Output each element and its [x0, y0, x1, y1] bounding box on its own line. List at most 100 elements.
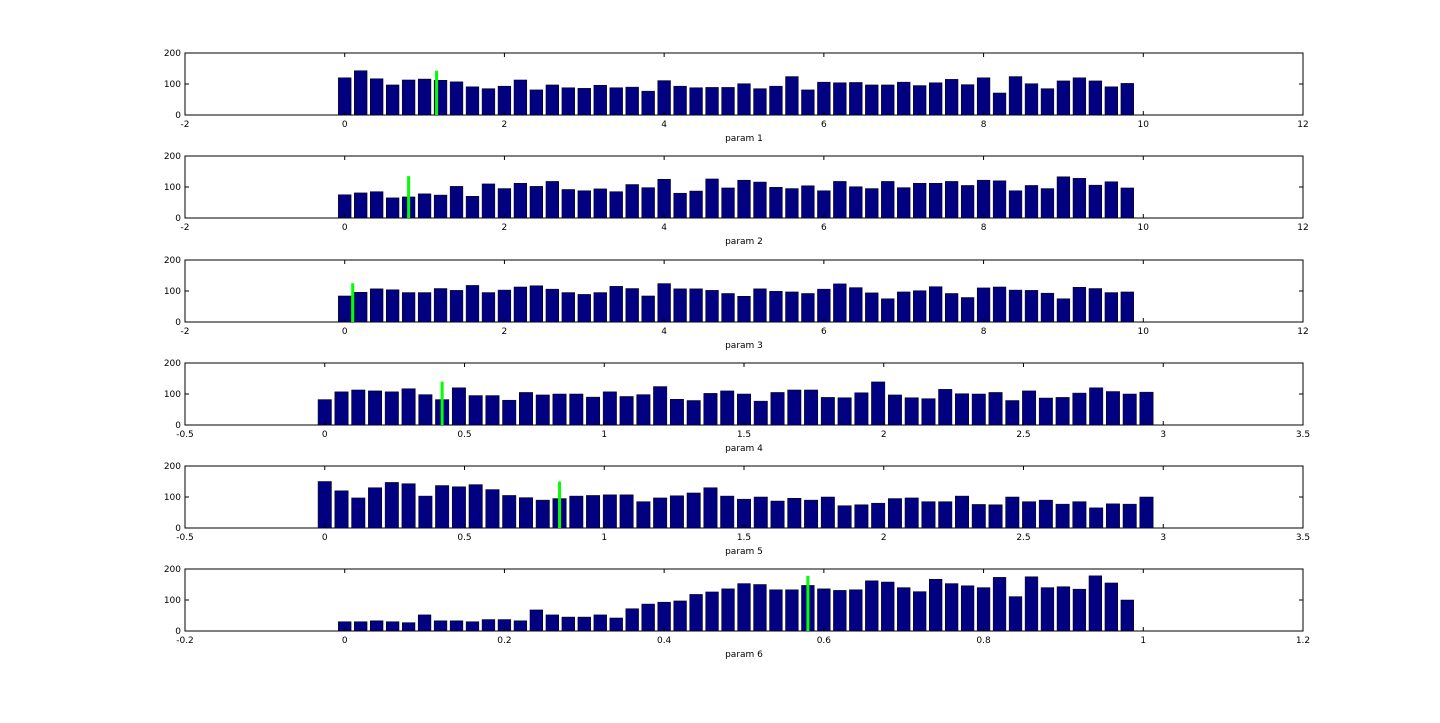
y-tick-label: 200: [164, 359, 181, 369]
histogram-bar: [1139, 391, 1154, 426]
histogram-bar: [897, 187, 911, 219]
histogram-bar: [1072, 588, 1087, 632]
histogram-bar: [385, 84, 400, 116]
histogram-bar: [1088, 184, 1103, 219]
histogram-bar: [753, 181, 767, 219]
histogram-bar: [1088, 575, 1103, 632]
histogram-bar: [1038, 397, 1053, 426]
histogram-bar: [354, 621, 368, 632]
histogram-bar: [577, 616, 591, 632]
x-tick-label: 6: [821, 120, 827, 130]
histogram-bar: [451, 486, 466, 529]
x-tick-label: 10: [1138, 327, 1150, 337]
x-tick-label: 12: [1297, 327, 1308, 337]
x-tick-label: 0: [322, 430, 328, 440]
histogram-bar: [944, 583, 959, 632]
histogram-bar: [545, 288, 559, 323]
histogram-bar: [881, 581, 895, 632]
histogram-bar: [625, 608, 639, 632]
histogram-bar: [561, 616, 575, 632]
histogram-bar: [971, 393, 986, 426]
x-tick-label: 3.5: [1296, 430, 1310, 440]
histogram-bar: [833, 283, 847, 323]
histogram-bar: [1072, 287, 1087, 323]
histogram-bar: [465, 196, 480, 219]
histogram-bar: [451, 387, 466, 426]
histogram-bar: [545, 84, 559, 116]
histogram-bar: [904, 497, 919, 529]
histogram-bar: [449, 290, 464, 323]
histogram-bar: [593, 292, 607, 323]
histogram-bar: [602, 494, 617, 529]
histogram-bar: [1055, 397, 1070, 426]
histogram-bar: [801, 185, 815, 219]
histogram-bar: [904, 397, 919, 426]
histogram-bar: [929, 578, 943, 632]
histogram-bar: [1024, 290, 1039, 323]
histogram-bar: [401, 483, 416, 529]
histogram-bar: [384, 482, 399, 529]
histogram-bar: [787, 497, 802, 529]
histogram-bar: [1055, 503, 1070, 529]
histogram-bar: [1024, 185, 1039, 219]
histogram-bar: [561, 292, 575, 323]
y-tick-label: 0: [175, 627, 181, 637]
histogram-bar: [1008, 289, 1023, 323]
histogram-bar: [609, 617, 623, 632]
histogram-bar: [721, 187, 735, 219]
histogram-bar: [929, 286, 943, 323]
histogram-bar: [401, 79, 416, 116]
histogram-bar: [1139, 496, 1154, 529]
histogram-bar: [1072, 77, 1087, 116]
histogram-bar: [1120, 187, 1134, 219]
histogram-bar: [641, 603, 655, 632]
histogram-bar: [1056, 298, 1071, 323]
histogram-bar: [960, 185, 975, 219]
histogram-bar: [769, 291, 783, 323]
x-tick-label: 4: [661, 223, 667, 233]
x-tick-label: 2: [502, 120, 508, 130]
histogram-bar: [401, 292, 416, 323]
histogram-bar: [435, 485, 450, 529]
histogram-bar: [1038, 499, 1053, 529]
histogram-bar: [577, 190, 591, 219]
histogram-bar: [769, 589, 783, 632]
y-tick-label: 200: [164, 462, 181, 472]
histogram-bar: [418, 495, 433, 529]
histogram-bar: [1005, 400, 1020, 426]
histogram-bar: [502, 399, 517, 426]
x-tick-label: 3.5: [1296, 533, 1310, 543]
histogram-bar: [721, 588, 735, 632]
histogram-bar: [944, 181, 959, 219]
histogram-bar: [913, 183, 927, 219]
histogram-bar: [785, 76, 799, 116]
histogram-bar: [897, 81, 911, 116]
histogram-bar: [1088, 288, 1103, 323]
histogram-bar: [897, 291, 911, 323]
histogram-bar: [921, 398, 936, 426]
histogram-bar: [465, 86, 480, 116]
histogram-bar: [705, 87, 719, 116]
histogram-bar: [1104, 582, 1118, 632]
histogram-bar: [1056, 176, 1071, 219]
histogram-bar: [354, 70, 368, 116]
histogram-bar: [865, 580, 879, 632]
histogram-bar: [513, 286, 528, 323]
histogram-bar: [992, 286, 1007, 323]
histogram-bar: [921, 501, 936, 529]
x-tick-label: 1: [601, 430, 607, 440]
histogram-bar: [865, 292, 879, 323]
y-tick-label: 0: [175, 318, 181, 328]
histogram-bar: [817, 288, 831, 323]
x-tick-label: 1.2: [1296, 636, 1310, 646]
histogram-bar: [317, 481, 332, 529]
histogram-bar: [657, 283, 671, 323]
y-tick-label: 0: [175, 421, 181, 431]
histogram-bar: [465, 621, 480, 632]
histogram-bar: [705, 290, 719, 323]
x-tick-label: 0: [322, 533, 328, 543]
histogram-bar: [481, 619, 496, 632]
histogram-bar: [689, 190, 703, 219]
histogram-bar: [653, 386, 668, 426]
